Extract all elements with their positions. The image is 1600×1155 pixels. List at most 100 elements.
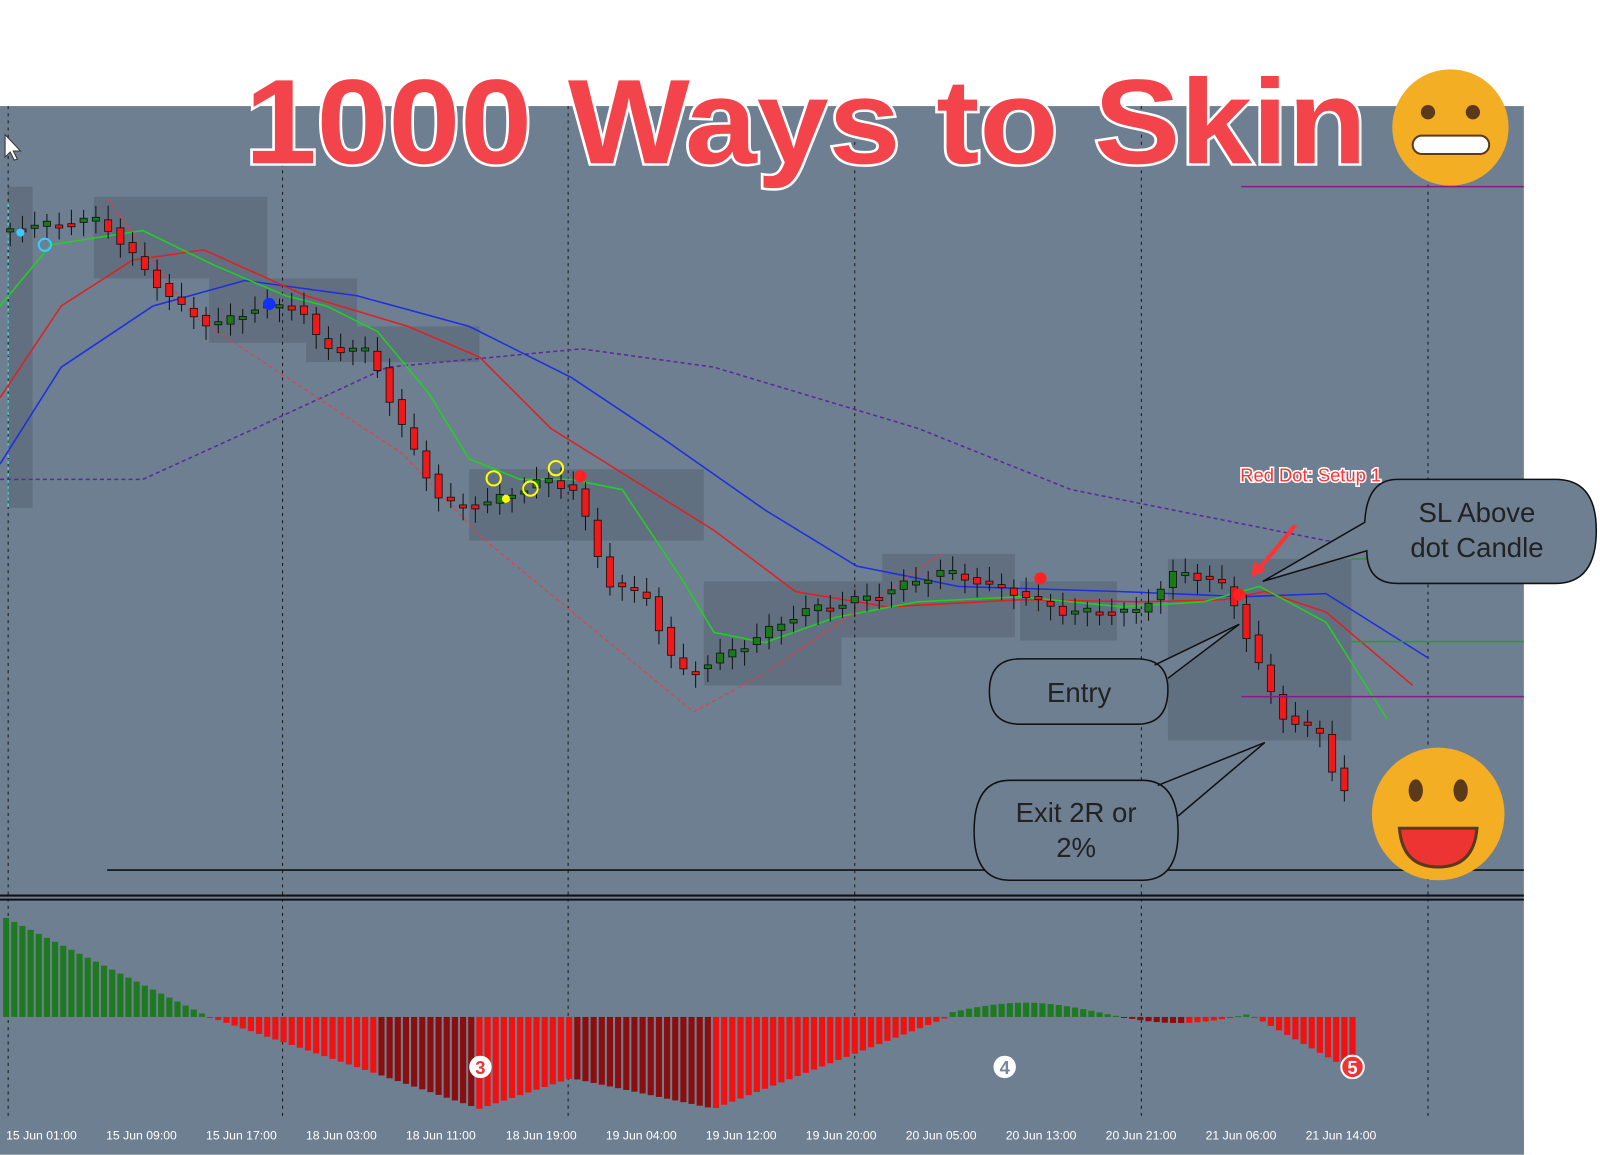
candle-body	[373, 350, 382, 371]
histogram-bar	[802, 1016, 809, 1073]
histogram-bar	[182, 1005, 189, 1017]
red-dot-note: Red Dot: Setup 1	[1240, 464, 1381, 485]
histogram-bar	[11, 921, 18, 1017]
histogram-bar	[1243, 1014, 1250, 1017]
histogram-bar	[264, 1016, 271, 1037]
candle-body	[1205, 575, 1214, 580]
candle-body	[410, 427, 419, 450]
histogram-bar	[549, 1016, 556, 1085]
candle-body	[654, 596, 663, 632]
cursor	[4, 133, 22, 161]
histogram-bar	[1080, 1009, 1087, 1017]
histogram-bar	[1178, 1016, 1185, 1024]
candle-body	[177, 296, 186, 305]
histogram-bar	[1218, 1016, 1226, 1020]
histogram-bar	[639, 1016, 646, 1094]
histogram-bar	[745, 1016, 752, 1096]
candle-body	[336, 347, 345, 354]
candle-body	[801, 608, 810, 617]
histogram-bar	[370, 1016, 377, 1073]
histogram-bar	[1112, 1015, 1119, 1017]
histogram-bar	[761, 1016, 769, 1089]
candle-body	[397, 399, 406, 425]
candle-body	[1328, 733, 1337, 773]
histogram-bar	[27, 929, 34, 1017]
candle-body	[605, 556, 614, 588]
candle-body	[79, 217, 88, 223]
candle-body	[446, 496, 455, 502]
candle-body	[1107, 611, 1116, 616]
candle-body	[936, 569, 945, 577]
histogram-bar	[68, 949, 75, 1017]
histogram-bar	[84, 957, 91, 1017]
histogram-bar	[859, 1016, 866, 1051]
candle-body	[251, 309, 259, 314]
histogram-bar	[435, 1016, 442, 1095]
histogram-bar	[402, 1016, 410, 1084]
candle-body	[312, 313, 321, 335]
histogram-bar	[753, 1016, 760, 1092]
candle-body	[960, 573, 969, 581]
histogram-bar	[329, 1016, 336, 1059]
histogram-bar	[819, 1016, 826, 1067]
sl-line-2: dot Candle	[1410, 532, 1543, 563]
candle-body	[153, 269, 162, 289]
histogram-bar	[362, 1016, 369, 1070]
candle-body	[1181, 572, 1190, 577]
histogram-bar	[304, 1016, 312, 1051]
histogram-bar	[411, 1016, 418, 1087]
time-label: 20 Jun 21:00	[1106, 1128, 1177, 1142]
histogram-bar	[1300, 1016, 1307, 1044]
histogram-bar	[386, 1016, 393, 1079]
time-label: 15 Jun 09:00	[106, 1128, 177, 1142]
candle-body	[642, 591, 651, 599]
histogram-bar	[941, 1016, 948, 1019]
candle-body	[422, 450, 431, 479]
candle-body	[1034, 596, 1043, 600]
histogram-bar	[1063, 1006, 1070, 1017]
candle-body	[875, 597, 884, 602]
histogram-bar	[288, 1016, 295, 1045]
candles	[6, 205, 1349, 802]
histogram-bar	[1186, 1016, 1193, 1023]
histogram-bar	[525, 1016, 532, 1093]
candle-body	[973, 577, 982, 585]
histogram-bar	[345, 1016, 352, 1065]
histogram-bar	[1006, 1003, 1013, 1017]
candle-body	[765, 625, 774, 639]
time-label: 19 Jun 04:00	[606, 1128, 677, 1142]
candle-body	[814, 604, 823, 612]
histogram-bar	[117, 973, 124, 1017]
histogram-bar	[1137, 1016, 1144, 1021]
callouts	[973, 478, 1598, 882]
time-label: 18 Jun 19:00	[506, 1128, 577, 1142]
histogram-bar	[1202, 1016, 1209, 1022]
candle-body	[581, 488, 590, 517]
histogram-bar	[590, 1016, 597, 1083]
candle-body	[826, 607, 835, 612]
histogram-bar	[321, 1016, 328, 1057]
histogram-bar	[223, 1016, 230, 1023]
histogram-bar	[378, 1016, 385, 1076]
histogram-bar	[1169, 1016, 1177, 1024]
histogram-bar	[239, 1016, 246, 1029]
histogram-bar	[247, 1016, 254, 1032]
candle-body	[1058, 605, 1067, 616]
candle-body	[1144, 602, 1153, 613]
time-label: 21 Jun 14:00	[1306, 1128, 1377, 1142]
histogram-bar	[949, 1012, 956, 1017]
candle-body	[226, 315, 235, 325]
candle-body	[593, 519, 602, 557]
histogram-bar	[100, 965, 108, 1017]
histogram-bar	[688, 1016, 695, 1104]
histogram-bar	[574, 1016, 581, 1080]
histogram-bar	[623, 1016, 630, 1090]
candle-body	[1132, 609, 1141, 613]
histogram-bar	[1251, 1016, 1258, 1018]
histogram-bar	[655, 1016, 662, 1097]
marker: 4	[1000, 1057, 1011, 1078]
histogram-bar	[1194, 1016, 1201, 1023]
time-label: 21 Jun 06:00	[1206, 1128, 1277, 1142]
histogram-bar	[974, 1007, 981, 1017]
